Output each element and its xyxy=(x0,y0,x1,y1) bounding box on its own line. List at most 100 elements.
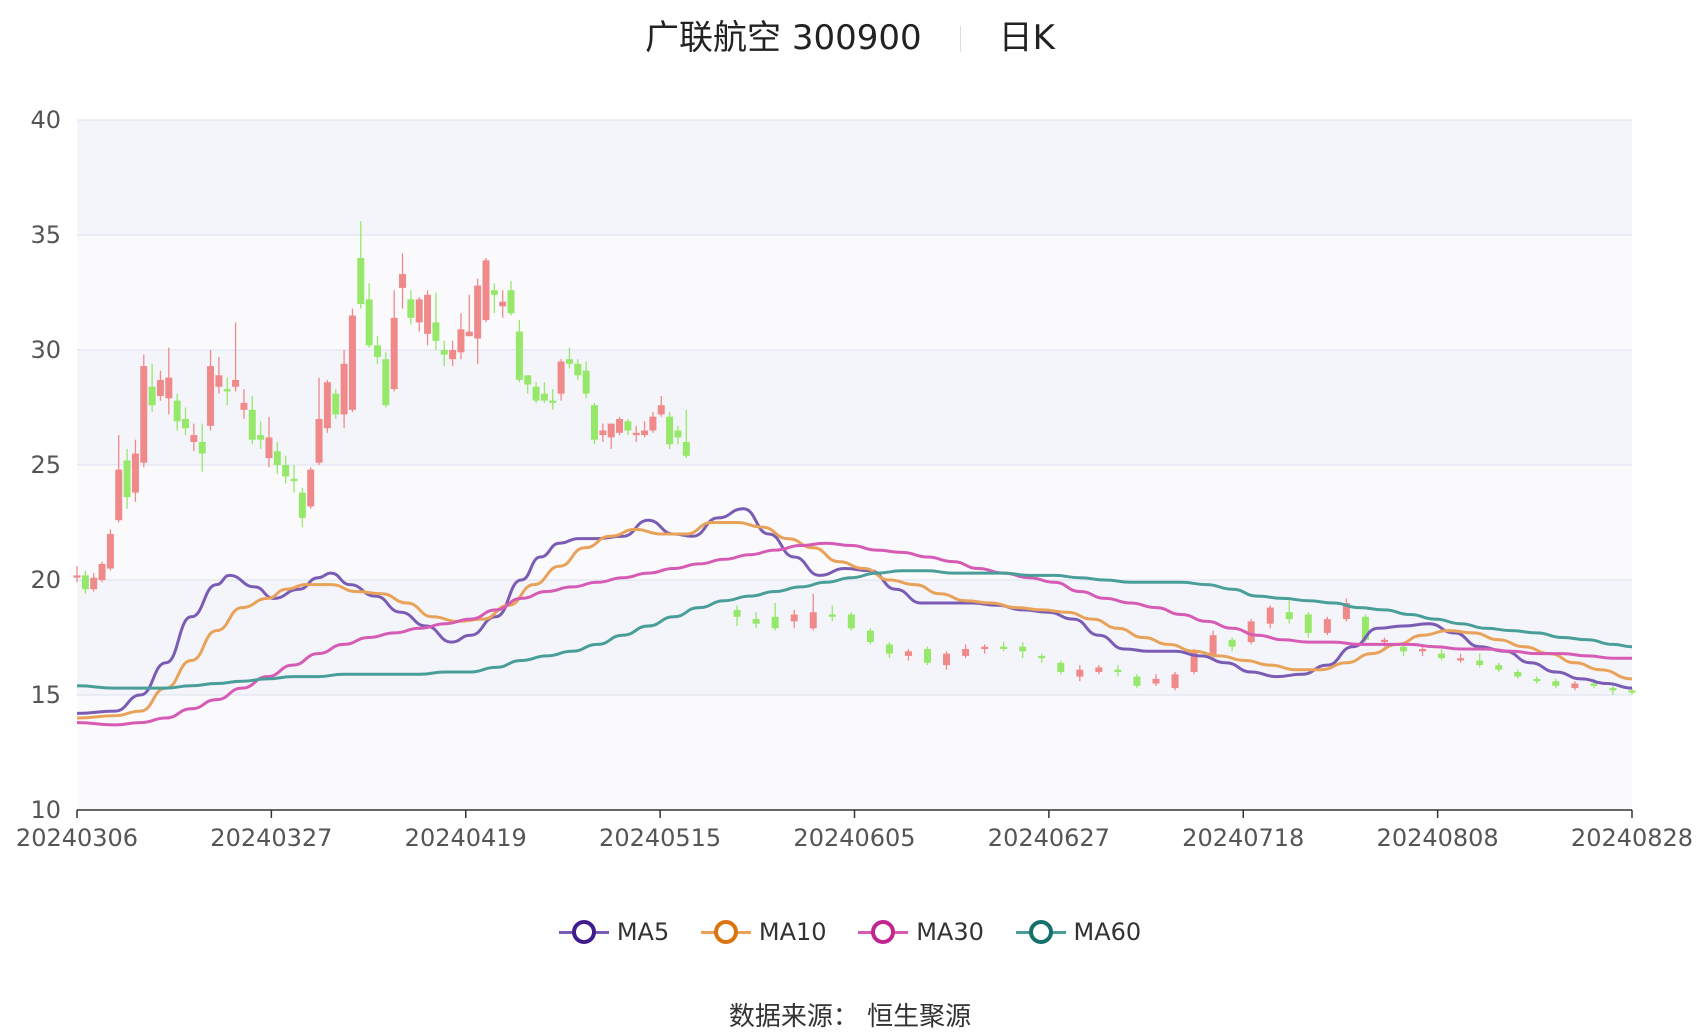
y-tick-label: 25 xyxy=(30,451,61,479)
candle-body xyxy=(1076,669,1084,677)
candle-body xyxy=(616,419,624,433)
candle-body xyxy=(674,430,682,438)
candle-body xyxy=(507,290,515,314)
candle-body xyxy=(73,575,81,578)
data-source: 数据来源： 恒生聚源 xyxy=(728,1002,972,1032)
candle-body xyxy=(847,614,855,629)
candle-body xyxy=(885,644,893,654)
candle-body xyxy=(248,409,256,440)
candle-body xyxy=(1438,653,1446,659)
chart-title: 广联航空 300900 日K xyxy=(0,10,1700,59)
candle-body xyxy=(265,437,273,459)
chart-legend: MA5 MA10 MA30 MA60 xyxy=(0,918,1700,950)
title-separator xyxy=(959,26,961,52)
candle-body xyxy=(515,331,523,380)
candle-body xyxy=(273,451,281,465)
x-tick-label: 20240828 xyxy=(1571,824,1693,852)
candle-body xyxy=(390,317,398,390)
candle-body xyxy=(1628,690,1636,693)
candle-body xyxy=(449,350,457,360)
candle-body xyxy=(424,294,432,334)
candle-body xyxy=(733,609,741,617)
legend-ma5[interactable]: MA5 xyxy=(558,918,669,946)
candle-body xyxy=(1361,616,1369,640)
candle-body xyxy=(365,299,373,346)
candle-body xyxy=(1038,655,1046,659)
candle-body xyxy=(90,577,98,590)
candle-body xyxy=(1533,678,1541,682)
x-tick-label: 20240605 xyxy=(793,824,915,852)
candle-body xyxy=(1476,660,1484,666)
candle-body xyxy=(962,649,970,656)
candle-body xyxy=(1590,683,1598,686)
candlestick-chart: 10 15 20 25 30 35 40 20240306 20240327 20240419 20… xyxy=(16,106,1693,852)
candle-body xyxy=(382,359,390,406)
legend-ma30-circle xyxy=(871,920,896,944)
candle-body xyxy=(549,400,557,403)
plot-band xyxy=(77,465,1632,580)
x-tick-label: 20240306 xyxy=(16,824,138,852)
candle-body xyxy=(682,442,690,456)
candle-body xyxy=(482,260,490,321)
candle-body xyxy=(207,366,215,426)
candle-body xyxy=(1266,607,1274,624)
candle-body xyxy=(574,363,582,376)
candle-body xyxy=(332,393,340,415)
candle-body xyxy=(524,375,532,385)
x-tick-label: 20240327 xyxy=(210,824,332,852)
candle-body xyxy=(557,361,565,394)
x-tick-label: 20240627 xyxy=(988,824,1110,852)
candle-body xyxy=(1209,635,1217,656)
candle-body xyxy=(257,435,265,440)
legend-ma5-marker xyxy=(558,920,609,944)
candle-body xyxy=(215,375,223,387)
candle-body xyxy=(828,614,836,617)
plot-band xyxy=(77,350,1632,465)
legend-ma10-circle xyxy=(713,920,738,944)
candle-body xyxy=(148,386,156,406)
candle-body xyxy=(1400,646,1408,652)
candle-body xyxy=(1571,683,1579,689)
candle-body xyxy=(1000,646,1008,649)
candle-body xyxy=(1095,667,1103,672)
candle-body xyxy=(565,359,573,364)
candle-body xyxy=(1019,646,1027,652)
x-tick-label: 20240718 xyxy=(1182,824,1304,852)
candle-body xyxy=(1247,621,1255,643)
plot-band xyxy=(77,120,1632,235)
candle-body xyxy=(1552,681,1560,686)
candle-body xyxy=(432,322,440,341)
y-tick-label: 35 xyxy=(30,221,61,249)
candle-body xyxy=(752,619,760,624)
candle-body xyxy=(282,465,290,477)
candle-body xyxy=(474,285,482,339)
legend-ma60[interactable]: MA60 xyxy=(1015,918,1141,946)
y-tick-label: 30 xyxy=(30,336,61,364)
candle-body xyxy=(1419,649,1427,652)
candle-body xyxy=(165,377,173,399)
legend-ma30-label: MA30 xyxy=(916,918,984,946)
candle-body xyxy=(1342,603,1350,620)
candle-body xyxy=(1380,639,1388,643)
candle-body xyxy=(1190,651,1198,672)
y-tick-label: 20 xyxy=(30,566,61,594)
candle-body xyxy=(198,442,206,454)
candle-body xyxy=(81,575,89,590)
plot-band xyxy=(77,695,1632,810)
legend-ma30[interactable]: MA30 xyxy=(858,918,984,946)
candle-body xyxy=(190,435,198,442)
candle-body xyxy=(457,329,465,353)
ma60-line xyxy=(76,569,1633,690)
candle-body xyxy=(123,460,131,498)
chart-title-period: 日K xyxy=(998,18,1055,58)
candle-body xyxy=(499,301,507,307)
legend-ma10[interactable]: MA10 xyxy=(700,918,827,946)
candle-body xyxy=(399,274,407,288)
candle-body xyxy=(1133,676,1141,686)
candle-body xyxy=(298,492,306,518)
candle-body xyxy=(943,653,951,666)
candle-body xyxy=(232,379,240,387)
x-tick-label: 20240419 xyxy=(405,824,527,852)
candle-body xyxy=(1609,688,1617,691)
plot-band xyxy=(77,235,1632,350)
